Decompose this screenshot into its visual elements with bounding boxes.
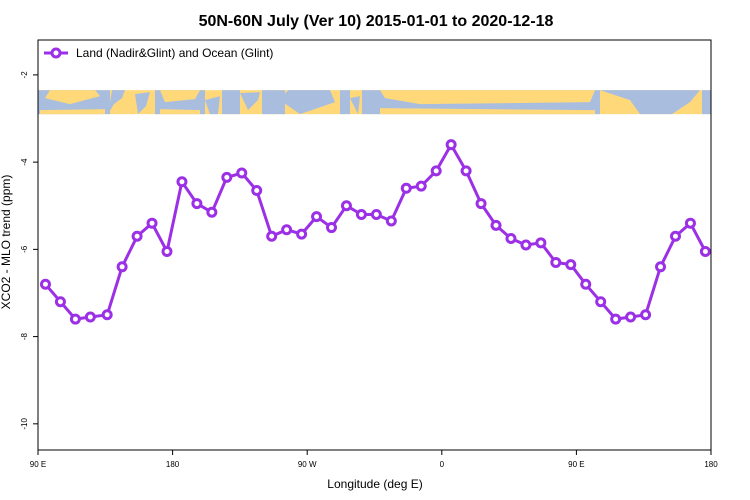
data-point <box>54 296 66 308</box>
data-point <box>595 296 607 308</box>
map-band-ocean <box>240 92 260 111</box>
data-point <box>191 198 203 210</box>
y-tick-label: -4 <box>20 158 29 166</box>
data-point <box>400 182 412 194</box>
data-point <box>101 309 113 321</box>
x-tick-label: 90 W <box>298 460 317 469</box>
data-point <box>580 278 592 290</box>
x-tick-label: 90 E <box>568 460 584 469</box>
data-point <box>221 171 233 183</box>
data-point <box>699 246 711 258</box>
x-tick-label: 90 E <box>30 460 46 469</box>
x-tick-label: 180 <box>166 460 180 469</box>
data-point <box>430 165 442 177</box>
y-tick-label: -10 <box>20 417 29 429</box>
x-tick-label: 0 <box>440 460 445 469</box>
map-band-land <box>45 90 100 105</box>
y-tick-label: -6 <box>20 245 29 253</box>
data-point <box>251 184 263 196</box>
data-point <box>84 311 96 323</box>
map-band-ocean <box>350 96 360 115</box>
series-line <box>44 143 707 321</box>
map-band-ocean <box>340 90 350 115</box>
data-point <box>520 239 532 251</box>
data-point <box>535 237 547 249</box>
data-point <box>445 139 457 151</box>
data-point <box>625 311 637 323</box>
map-band-ocean <box>262 90 285 115</box>
legend-marker <box>50 47 62 59</box>
map-band <box>38 90 711 115</box>
y-tick-label: -2 <box>20 71 29 79</box>
data-point <box>505 232 517 244</box>
map-band-ocean <box>280 90 335 115</box>
data-point <box>610 313 622 325</box>
map-band-land <box>380 90 595 105</box>
data-point <box>266 230 278 242</box>
map-band-land <box>160 109 200 115</box>
data-point <box>116 261 128 273</box>
data-point <box>655 261 667 273</box>
map-band-ocean <box>205 96 220 115</box>
map-band-ocean <box>702 90 711 115</box>
data-point <box>176 176 188 188</box>
data-point <box>206 206 218 218</box>
data-point <box>326 222 338 234</box>
data-point <box>311 211 323 223</box>
map-band-land <box>380 108 595 115</box>
map-band-land <box>40 109 105 115</box>
series-layer <box>39 139 711 325</box>
data-point <box>385 215 397 227</box>
y-axis-ticks: -2 -4 -6 -8 -10 <box>20 71 38 430</box>
data-point <box>460 165 472 177</box>
data-point <box>146 217 158 229</box>
data-point <box>236 167 248 179</box>
data-point <box>684 217 696 229</box>
map-band-land <box>160 90 200 103</box>
data-point <box>281 224 293 236</box>
x-axis-label: Longitude (deg E) <box>327 477 422 491</box>
data-point <box>490 219 502 231</box>
map-band-ocean <box>135 92 150 115</box>
data-point <box>161 246 173 258</box>
map-band-ocean <box>108 90 125 115</box>
data-point <box>565 259 577 271</box>
data-point <box>355 208 367 220</box>
data-point <box>340 200 352 212</box>
data-point <box>415 180 427 192</box>
data-point <box>296 228 308 240</box>
data-point <box>131 230 143 242</box>
y-tick-label: -8 <box>20 332 29 340</box>
data-point <box>370 208 382 220</box>
plot-frame <box>37 39 712 451</box>
data-point <box>669 230 681 242</box>
x-axis-ticks: 90 E 180 90 W 0 90 E 180 <box>30 450 718 469</box>
data-point <box>550 256 562 268</box>
data-point <box>475 198 487 210</box>
data-point <box>640 309 652 321</box>
legend: Land (Nadir&Glint) and Ocean (Glint) <box>44 46 273 60</box>
chart-title: 50N-60N July (Ver 10) 2015-01-01 to 2020… <box>199 13 554 30</box>
data-point <box>39 278 51 290</box>
map-band-ocean <box>600 90 700 115</box>
legend-entry-label: Land (Nadir&Glint) and Ocean (Glint) <box>76 46 273 60</box>
x-tick-label: 180 <box>704 460 718 469</box>
data-point <box>69 313 81 325</box>
y-axis-label: XCO2 - MLO trend (ppm) <box>0 175 13 310</box>
map-band-ocean <box>222 90 240 115</box>
